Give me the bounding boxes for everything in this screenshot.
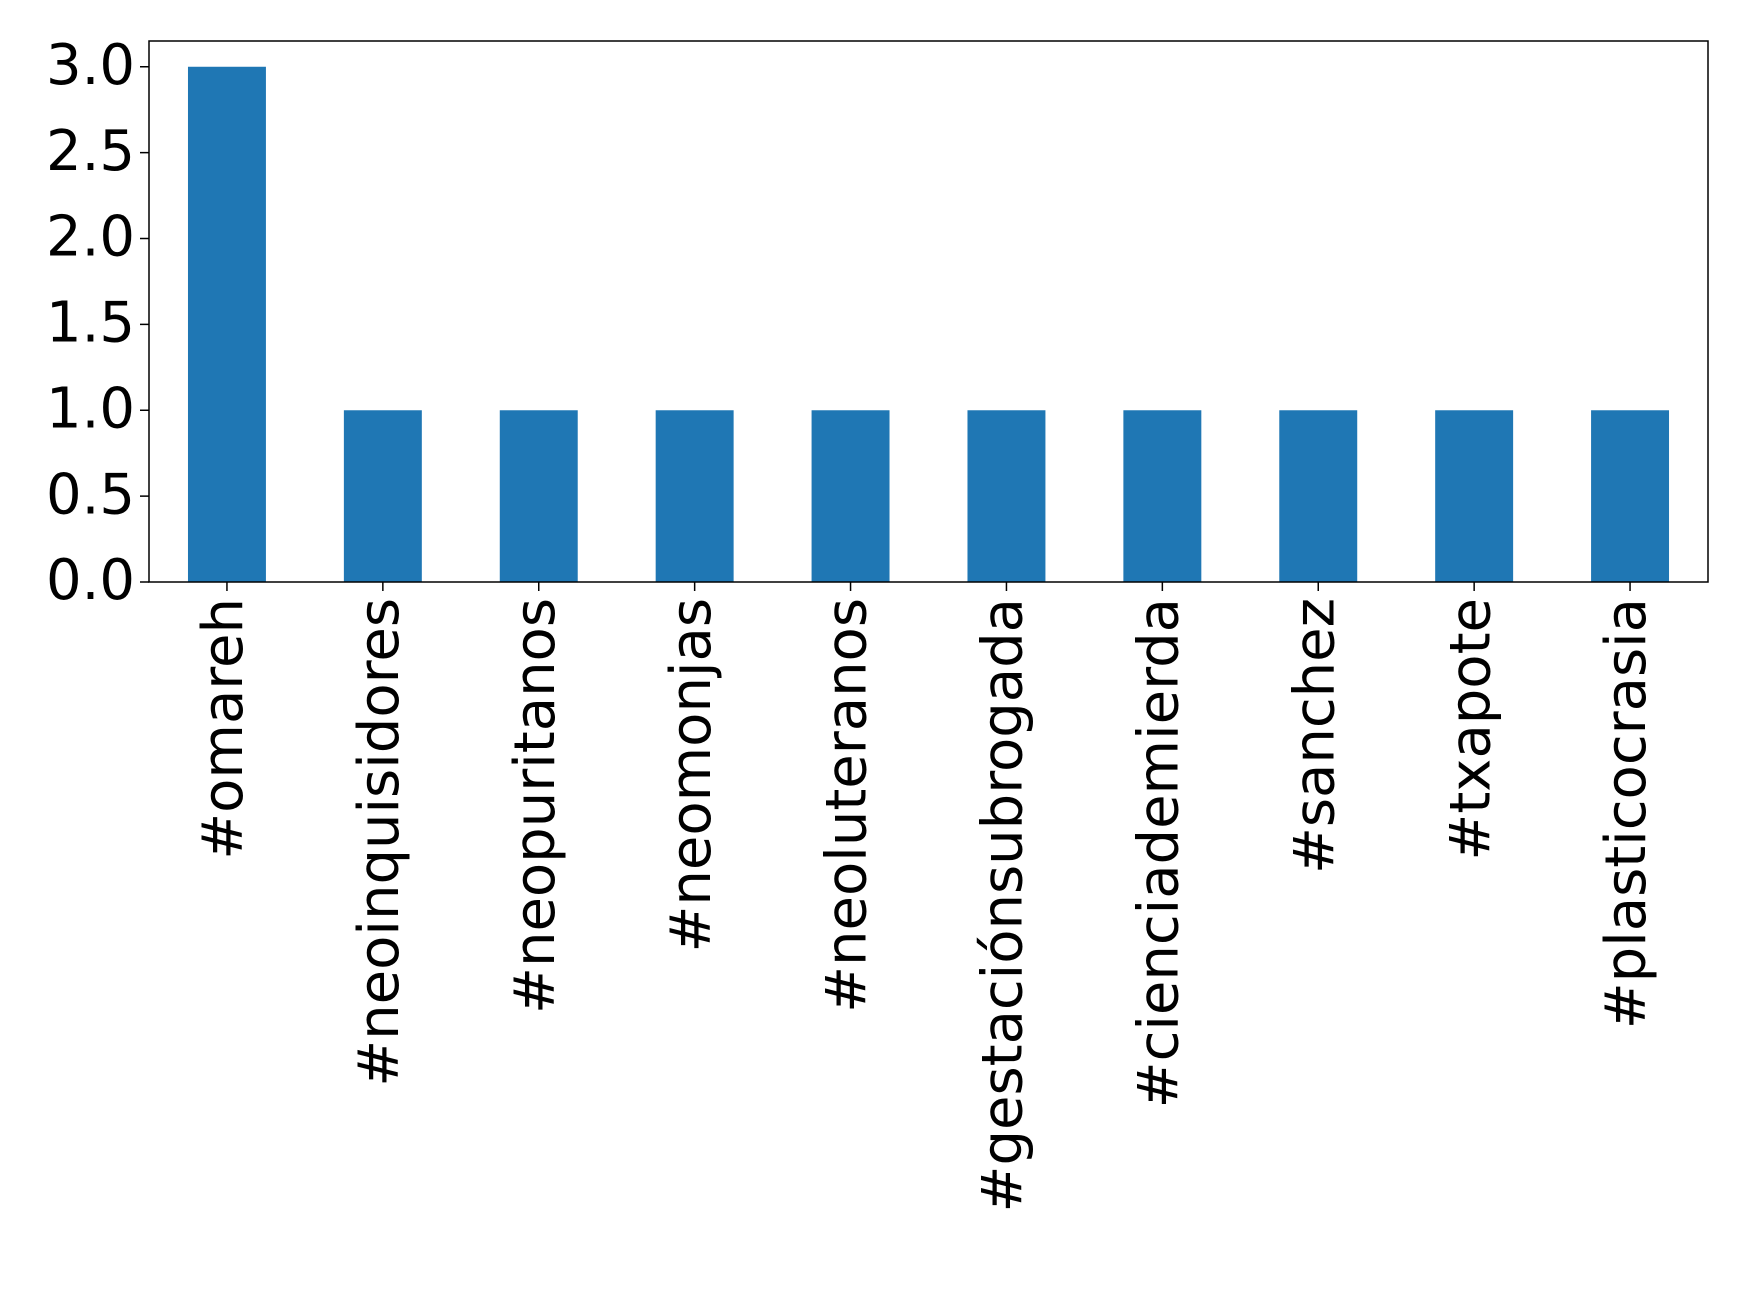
y-tick-label: 3.0 — [46, 33, 135, 98]
bar — [343, 410, 422, 582]
x-tick-label: #neopuritanos — [503, 598, 568, 1014]
x-tick-label: #sanchez — [1282, 598, 1347, 874]
bar — [1123, 410, 1202, 582]
y-tick-label: 1.0 — [46, 376, 135, 441]
x-tick-label: #neoluteranos — [815, 598, 880, 1013]
plot-frame — [148, 40, 1709, 583]
y-tick-label: 2.5 — [46, 119, 135, 184]
x-tick-label: #neomonjas — [659, 598, 724, 952]
bar — [1279, 410, 1358, 582]
y-tick-label: 0.5 — [46, 462, 135, 527]
bar — [1591, 410, 1670, 582]
x-tick-label: #neoinquisidores — [347, 598, 412, 1087]
y-tick-label: 1.5 — [46, 291, 135, 356]
bar — [1435, 410, 1514, 582]
y-tick-label: 2.0 — [46, 205, 135, 270]
bar — [967, 410, 1046, 582]
x-tick-label: #gestaciónsubrogada — [971, 598, 1036, 1212]
y-tick-label: 0.0 — [46, 548, 135, 613]
bar — [811, 410, 890, 582]
bar — [499, 410, 578, 582]
bar — [655, 410, 734, 582]
x-tick-label: #omareh — [191, 598, 256, 860]
x-tick-label: #txapote — [1438, 598, 1503, 861]
x-tick-label: #cienciademierda — [1126, 598, 1191, 1108]
x-tick-label: #plasticocrasia — [1594, 598, 1659, 1029]
bar — [187, 66, 266, 582]
